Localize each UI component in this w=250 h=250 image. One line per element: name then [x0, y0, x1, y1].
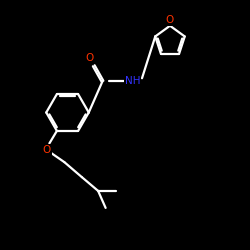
- Text: NH: NH: [125, 76, 140, 86]
- Text: O: O: [166, 15, 174, 25]
- Text: O: O: [86, 53, 94, 63]
- Text: O: O: [43, 145, 51, 155]
